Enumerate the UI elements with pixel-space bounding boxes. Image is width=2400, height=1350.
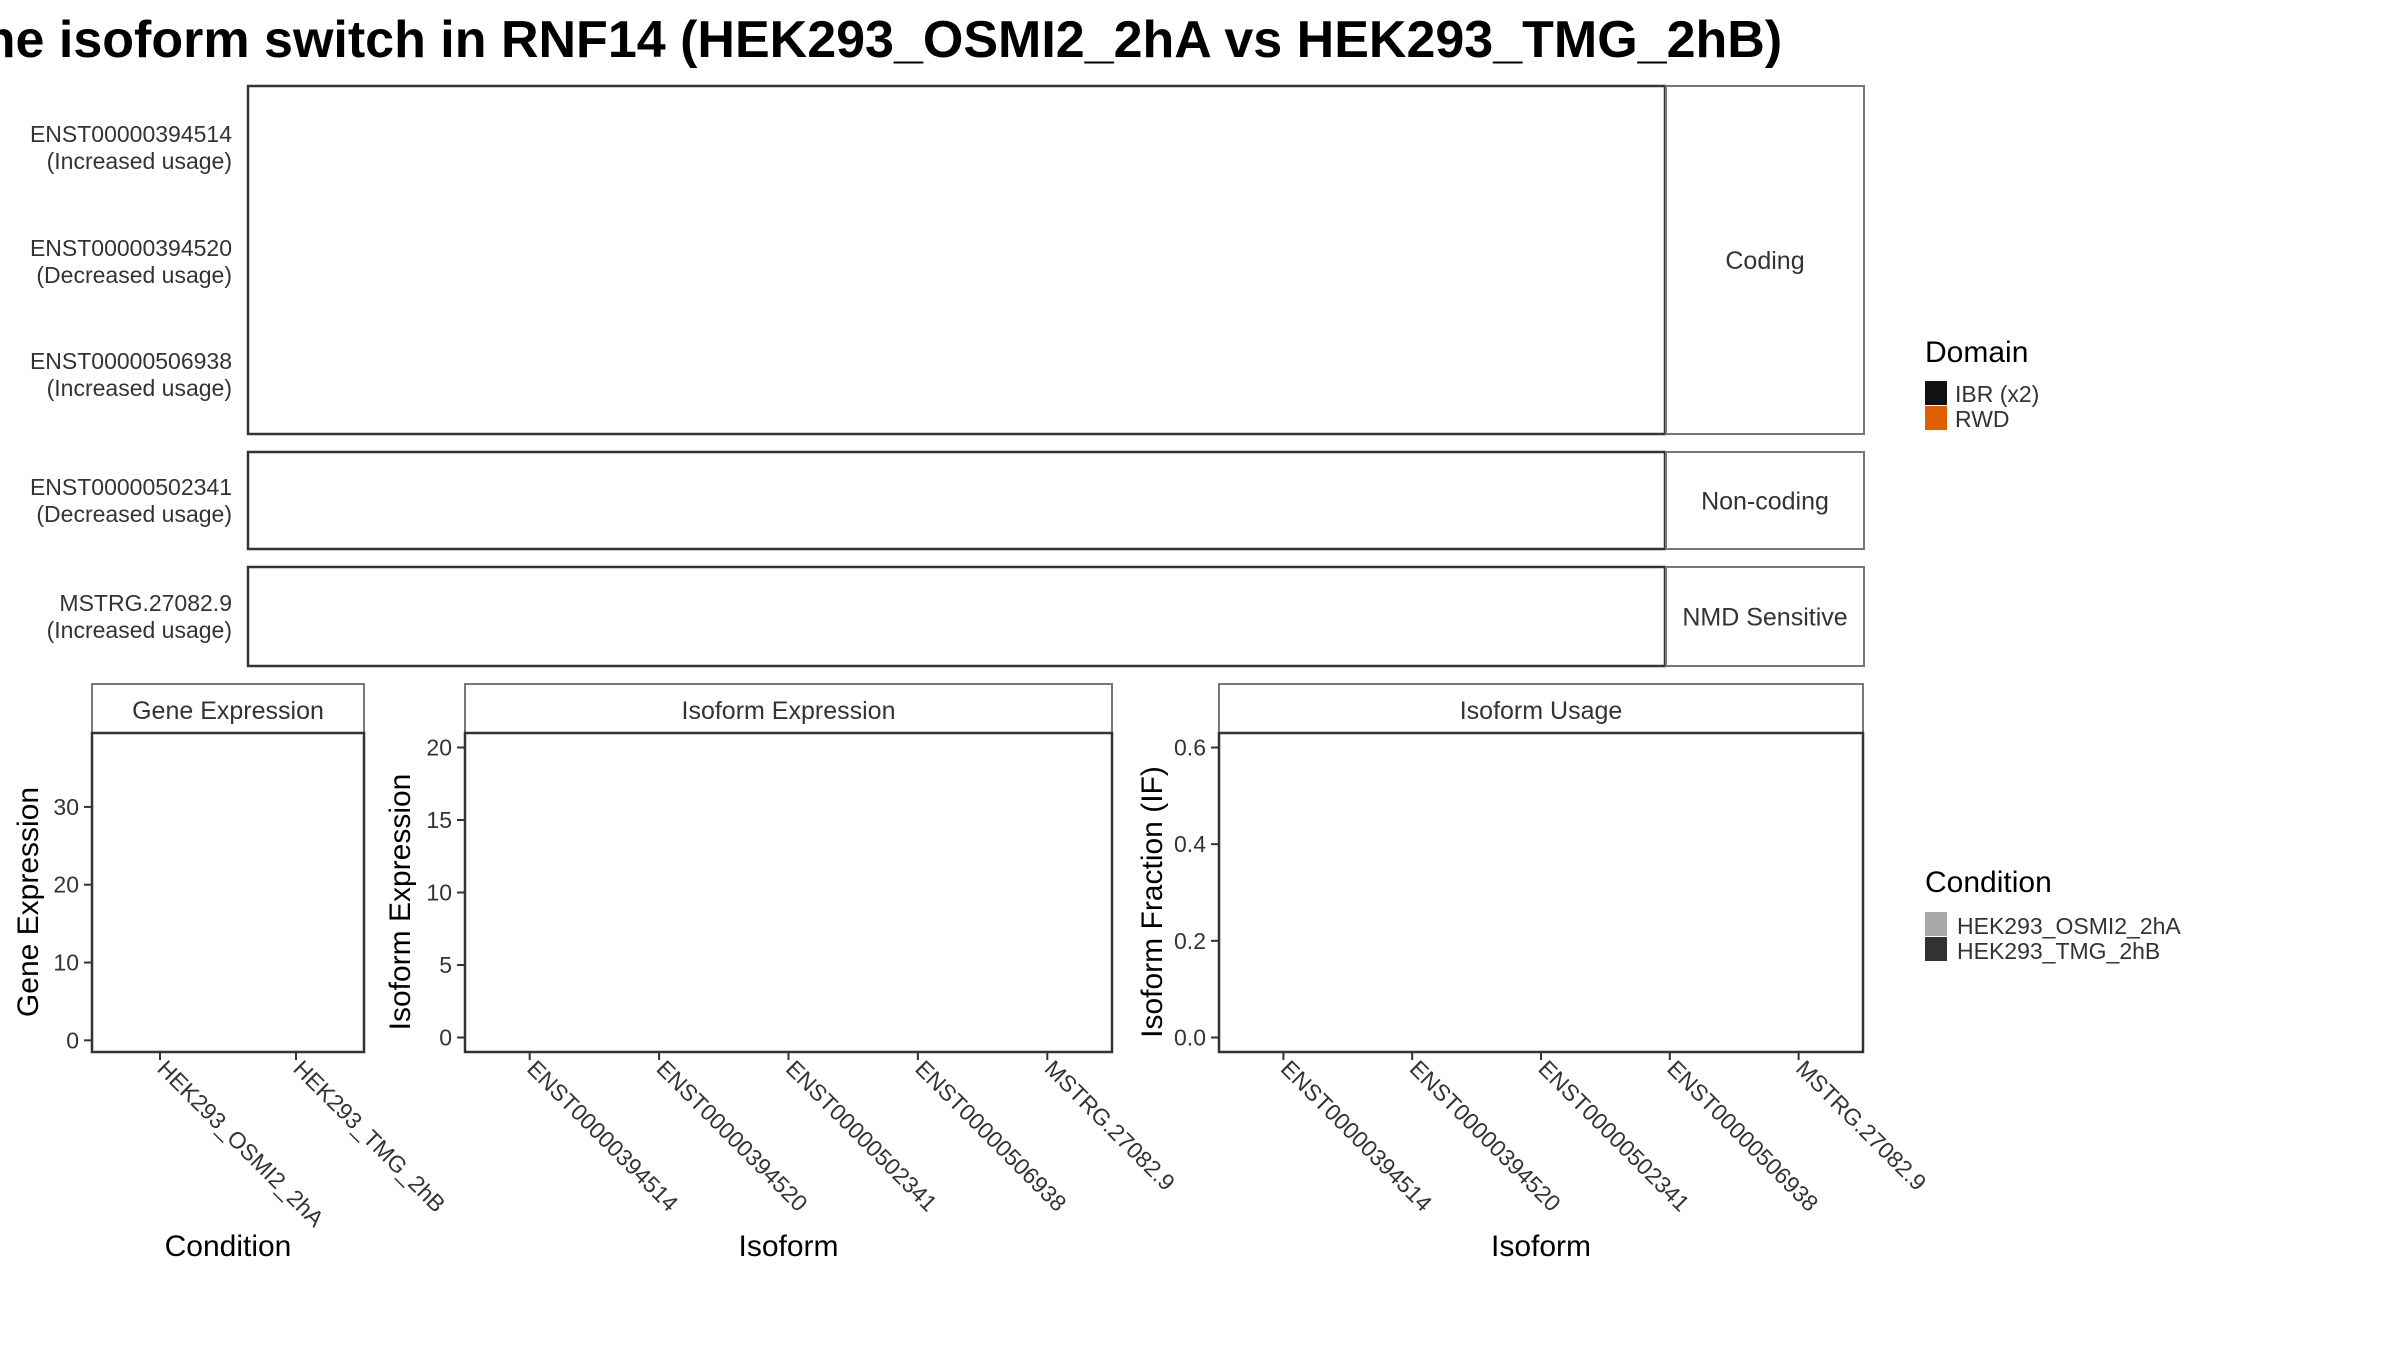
- y-tick-label: 0.6: [1174, 735, 1206, 761]
- isoform-facet-non-coding: ENST00000502341(Decreased usage) Non-codi…: [30, 450, 1865, 551]
- legend-key-osmi: [1925, 912, 1947, 936]
- x-tick-label: MSTRG.27082.9: [1791, 1055, 1931, 1195]
- legend-key-tmg: [1925, 937, 1947, 961]
- transcript-status-label: (Decreased usage): [36, 262, 232, 288]
- y-tick-label: 15: [426, 807, 452, 833]
- transcript-id-label: ENST00000394514: [30, 121, 232, 147]
- x-axis-title: Condition: [165, 1230, 292, 1263]
- facet-strip: [1665, 566, 1865, 667]
- panel-title: Isoform Usage: [1460, 697, 1623, 725]
- legend-key-ibr: [1925, 381, 1947, 405]
- y-axis-title: Isoform Expression: [384, 774, 417, 1031]
- transcript-id-label: ENST00000502341: [30, 474, 232, 500]
- y-tick-label: 20: [53, 872, 79, 898]
- facet-strip-label: NMD Sensitive: [1682, 604, 1847, 632]
- transcript-id-label: ENST00000506938: [30, 348, 232, 374]
- figure-title: The isoform switch in RNF14 (HEK293_OSMI…: [0, 11, 1782, 69]
- facet-strip-label: Non-coding: [1701, 488, 1829, 516]
- transcript-id-label: ENST00000394520: [30, 235, 232, 261]
- facet-border: [246, 84, 1667, 436]
- x-tick-label: HEK293_TMG_2hB: [288, 1055, 450, 1217]
- y-tick-label: 0.2: [1174, 928, 1206, 954]
- isoform-structure-plot: ENST00000394514(Increased usage)ENST0000…: [30, 84, 1865, 668]
- legend-label-ibr: IBR (x2): [1955, 381, 2039, 407]
- domain-legend-title: Domain: [1925, 336, 2028, 369]
- x-axis-title: Isoform: [738, 1230, 838, 1263]
- facet-strip: [1665, 451, 1865, 550]
- y-axis-title: Gene Expression: [12, 787, 45, 1017]
- facet-strip: [1665, 85, 1865, 435]
- y-tick-label: 0.0: [1174, 1025, 1206, 1051]
- condition-legend-title: Condition: [1925, 866, 2052, 899]
- isoform-facet-nmd-sensitive: MSTRG.27082.9(Increased usage) NMD Sensit…: [47, 565, 1865, 668]
- y-tick-label: 30: [53, 794, 79, 820]
- transcript-status-label: (Increased usage): [47, 617, 232, 643]
- legend-label-rwd: RWD: [1955, 406, 2010, 432]
- transcript-status-label: (Increased usage): [47, 375, 232, 401]
- y-tick-label: 10: [53, 950, 79, 976]
- x-tick-label: MSTRG.27082.9: [1040, 1055, 1180, 1195]
- transcript-id-label: MSTRG.27082.9: [59, 590, 232, 616]
- facet-border: [246, 565, 1667, 668]
- y-tick-label: 0.4: [1174, 831, 1206, 857]
- isoform-facet-coding: ENST00000394514(Increased usage)ENST0000…: [30, 84, 1865, 436]
- y-tick-label: 0: [439, 1025, 452, 1051]
- panel-strip: [1218, 683, 1864, 734]
- y-tick-label: 10: [426, 880, 452, 906]
- transcript-status-label: (Increased usage): [47, 148, 232, 174]
- legend-label-tmg: HEK293_TMG_2hB: [1957, 938, 2160, 964]
- panel-strip: [464, 683, 1113, 734]
- facet-strip-label: Coding: [1725, 247, 1804, 275]
- x-axis-title: Isoform: [1491, 1230, 1591, 1263]
- y-axis-title: Isoform Fraction (IF): [1136, 766, 1169, 1038]
- y-tick-label: 20: [426, 735, 452, 761]
- isoform-expression-panel: Isoform Expression05101520ENST0000039451…: [384, 683, 1180, 1263]
- facet-border: [246, 450, 1667, 551]
- legend-label-osmi: HEK293_OSMI2_2hA: [1957, 913, 2181, 939]
- legend-key-rwd: [1925, 406, 1947, 430]
- domain-legend: Domain IBR (x2) RWD: [1925, 336, 2039, 432]
- condition-legend: Condition HEK293_OSMI2_2hA HEK293_TMG_2h…: [1925, 866, 2181, 964]
- y-tick-label: 0: [66, 1027, 79, 1053]
- transcript-status-label: (Decreased usage): [36, 501, 232, 527]
- panel-title: Isoform Expression: [682, 697, 896, 725]
- panel-title: Gene Expression: [132, 697, 324, 725]
- isoform-usage-panel: Isoform Usagens*nsns*0.00.20.40.6ENST000…: [1136, 683, 1931, 1263]
- y-tick-label: 5: [439, 952, 452, 978]
